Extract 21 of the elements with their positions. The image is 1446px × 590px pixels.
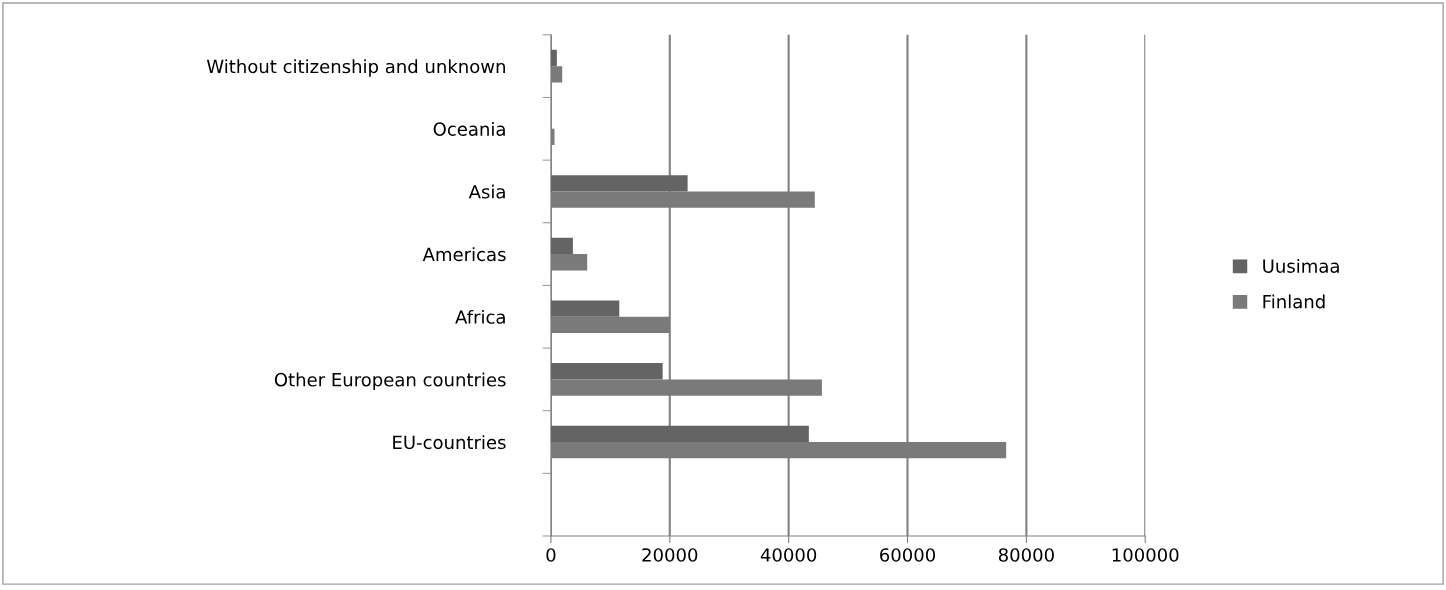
y-tick-label: Asia — [468, 184, 505, 199]
x-tick-label: 20000 — [642, 548, 698, 562]
y-tick-label: Oceania — [433, 121, 505, 136]
bar — [550, 425, 809, 443]
bar — [550, 300, 620, 317]
x-tick-label: 60000 — [880, 548, 936, 562]
bar — [550, 175, 688, 192]
bar — [550, 49, 557, 67]
y-tick-label: Africa — [455, 309, 505, 324]
x-tick-label: 80000 — [998, 548, 1054, 562]
y-tick-label: Americas — [422, 247, 506, 262]
bar — [550, 237, 573, 255]
y-tick-label: Without citizenship and unknown — [206, 59, 505, 77]
y-tick-label: Other European countries — [274, 372, 506, 390]
y-tick-label: EU-countries — [393, 435, 506, 450]
x-tick-label: 40000 — [760, 548, 817, 562]
legend-label: Uusimaa — [1263, 258, 1339, 273]
bar — [550, 363, 663, 380]
legend-label: Finland — [1263, 294, 1325, 309]
x-tick-label: 100000 — [1112, 548, 1179, 562]
x-tick-label: 0 — [546, 548, 556, 562]
